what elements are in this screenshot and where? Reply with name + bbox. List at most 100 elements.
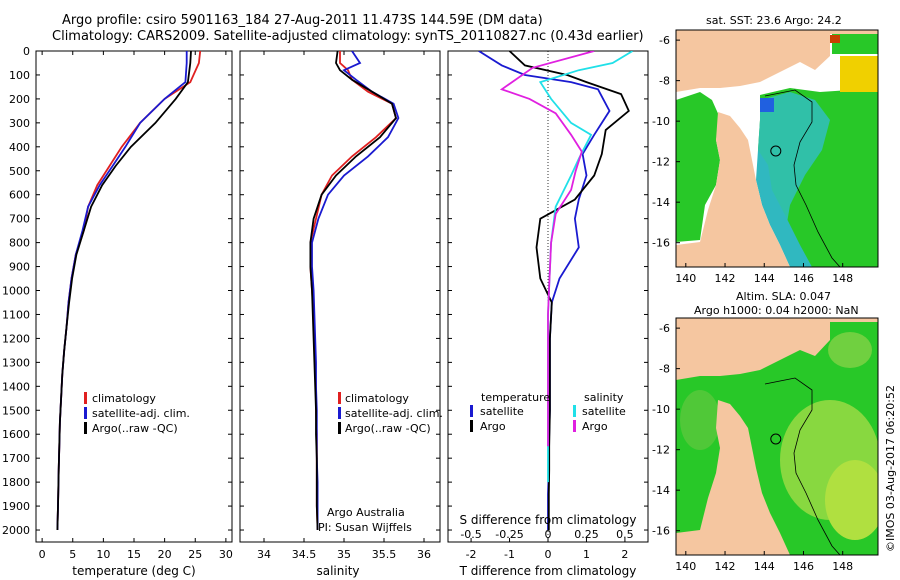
sst-map-title: sat. SST: 23.6 Argo: 24.2 xyxy=(706,14,842,27)
x-tick-label-salinity: 0.5 xyxy=(616,528,634,541)
temperature-y-ticks xyxy=(36,50,232,531)
map-x-tick-label: 146 xyxy=(793,560,814,573)
depth-tick-label: 0 xyxy=(23,45,30,58)
legend-title-salinity: salinity xyxy=(584,391,624,404)
ocean-field xyxy=(676,92,720,242)
x-tick-label-salinity: 0.25 xyxy=(574,528,599,541)
sla-high-region xyxy=(828,332,872,368)
series-line-satellite-adj-clim- xyxy=(56,51,188,531)
differences-x-ticks: -2 -1 0 1 2 -0.5 -0.25 0 0.25 0.5 xyxy=(460,528,633,561)
depth-tick-label: 2000 xyxy=(2,524,30,537)
coastal-cyan-band xyxy=(756,150,812,267)
shelf-contour xyxy=(764,89,841,267)
legend-label-argo: Argo(..raw -QC) xyxy=(92,422,178,435)
depth-tick-label: 600 xyxy=(9,189,30,202)
legend-label-argo: Argo(..raw -QC) xyxy=(345,422,431,435)
map-x-tick-label: 144 xyxy=(754,272,775,285)
sla-map-title-1: Altim. SLA: 0.047 xyxy=(736,290,831,303)
sst-map: sat. SST: 23.6 Argo: 24.2 -6-8-10-12-14-… xyxy=(652,14,879,285)
depth-tick-label: 100 xyxy=(9,69,30,82)
series-line-argo xyxy=(56,51,192,531)
temperature-legend: climatology satellite-adj. clim. Argo(..… xyxy=(84,392,190,435)
x-tick-label: 2 xyxy=(621,548,628,561)
t-difference-xlabel: T difference from climatology xyxy=(459,564,637,578)
map-y-tick-label: -6 xyxy=(659,322,670,335)
depth-tick-label: 200 xyxy=(9,93,30,106)
map-y-tick-label: -12 xyxy=(652,444,670,457)
s-difference-xlabel: S difference from climatology xyxy=(460,513,637,527)
legend-label-s-argo: Argo xyxy=(582,420,608,433)
x-tick-label: 5 xyxy=(69,548,76,561)
footnote-argo-australia: Argo Australia xyxy=(327,506,405,519)
map-x-tick-label: 146 xyxy=(793,272,814,285)
depth-tick-label: 1200 xyxy=(2,332,30,345)
x-tick-label-salinity: -0.25 xyxy=(495,528,523,541)
depth-tick-label: 1700 xyxy=(2,452,30,465)
map-y-tick-label: -10 xyxy=(652,115,670,128)
x-tick-label: 36 xyxy=(417,548,431,561)
map-y-tick-label: -8 xyxy=(659,75,670,88)
map-y-tick-label: -12 xyxy=(652,156,670,169)
temperature-x-ticks: 0 5 10 15 20 25 30 xyxy=(39,51,233,561)
depth-tick-label: 1500 xyxy=(2,404,30,417)
legend-label-t-satellite: satellite xyxy=(480,405,524,418)
salinity-panel: 34 34.5 35 35.5 36 salinity climatology sate… xyxy=(239,50,443,578)
x-tick-label: 20 xyxy=(158,548,172,561)
legend-swatch-climatology xyxy=(338,392,341,404)
legend-swatch-satellite xyxy=(338,407,341,419)
legend-swatch-s-satellite xyxy=(573,405,576,417)
land-cape-york xyxy=(676,112,790,267)
warm-patch xyxy=(840,56,878,92)
x-tick-label: 15 xyxy=(127,548,141,561)
depth-tick-label: 500 xyxy=(9,165,30,178)
depth-tick-label: 1400 xyxy=(2,380,30,393)
depth-tick-label: 1900 xyxy=(2,500,30,513)
depth-tick-label: 400 xyxy=(9,141,30,154)
map-y-tick-label: -16 xyxy=(652,525,670,538)
differences-y-ticks xyxy=(448,50,648,531)
depth-tick-label: 800 xyxy=(9,237,30,250)
sla-map-x-ticks: 140 142 144 146 148 xyxy=(675,551,853,573)
depth-tick-label: 1100 xyxy=(2,308,30,321)
temperature-lines xyxy=(56,51,202,531)
sla-map: Altim. SLA: 0.047 Argo h1000: 0.04 h2000… xyxy=(652,290,879,573)
salinity-plot-frame xyxy=(239,50,441,543)
x-tick-label-salinity: -0.5 xyxy=(460,528,481,541)
x-tick-label: 0 xyxy=(39,548,46,561)
argo-profile-location xyxy=(770,433,782,445)
x-tick-label: 25 xyxy=(188,548,202,561)
map-x-tick-label: 140 xyxy=(675,560,696,573)
x-tick-label: 35 xyxy=(337,548,351,561)
shelf-contour xyxy=(764,377,841,555)
legend-swatch-argo xyxy=(338,422,341,434)
land-papua-new-guinea xyxy=(676,30,878,92)
depth-tick-label: 1600 xyxy=(2,428,30,441)
x-tick-label: 34 xyxy=(257,548,271,561)
sla-high-region xyxy=(825,460,878,540)
x-tick-label: 35.5 xyxy=(372,548,397,561)
map-x-tick-label: 140 xyxy=(675,272,696,285)
legend-swatch-t-satellite xyxy=(470,405,473,417)
imos-credit: ©IMOS 03-Aug-2017 06:20:52 xyxy=(884,385,897,552)
x-tick-label: 34.5 xyxy=(292,548,317,561)
map-y-tick-label: -8 xyxy=(659,363,670,376)
legend-swatch-t-argo xyxy=(470,420,473,432)
map-y-tick-label: -10 xyxy=(652,403,670,416)
legend-swatch-climatology xyxy=(84,392,87,404)
map-y-tick-label: -14 xyxy=(652,484,670,497)
land-cape-york xyxy=(676,400,790,555)
temperature-xlabel: temperature (deg C) xyxy=(72,564,195,578)
legend-title-temperature: temperature xyxy=(481,391,550,404)
x-tick-label: 10 xyxy=(96,548,110,561)
x-tick-label: 1 xyxy=(583,548,590,561)
series-line-satellite-adj-clim- xyxy=(311,51,400,530)
differences-legend: temperature satellite Argo salinity sate… xyxy=(470,391,626,433)
sst-map-y-ticks: -6 -8 -10 -12 -14 -16 xyxy=(652,34,680,250)
map-x-tick-label: 142 xyxy=(715,560,736,573)
argo-profile-location xyxy=(770,145,782,157)
header-title: Argo profile: csiro 5901163_184 27-Aug-2… xyxy=(62,13,543,28)
map-y-tick-label: -16 xyxy=(652,237,670,250)
depth-tick-label: 900 xyxy=(9,261,30,274)
map-y-tick-label: -6 xyxy=(659,34,670,47)
